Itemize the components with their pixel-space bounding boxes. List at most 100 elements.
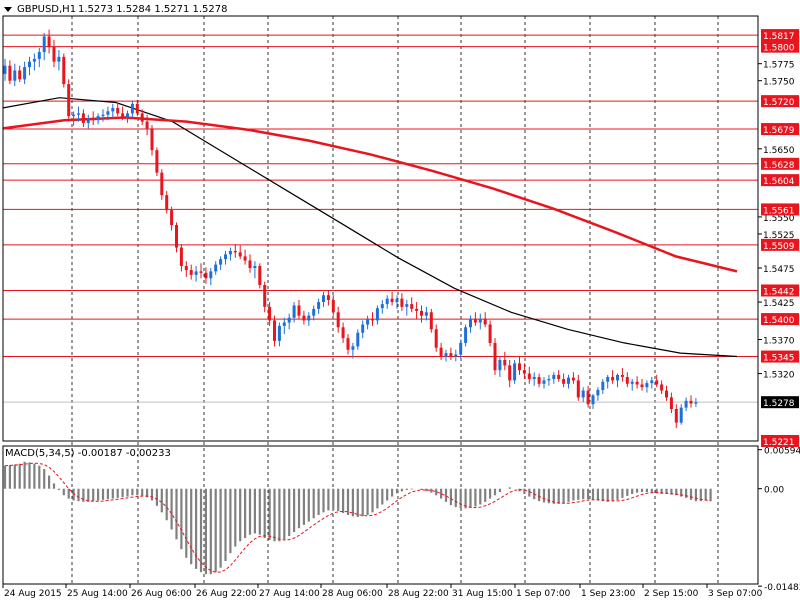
candle[interactable] — [28, 56, 31, 76]
candle[interactable] — [91, 111, 95, 125]
candle[interactable] — [32, 53, 36, 71]
candle[interactable] — [312, 305, 316, 321]
candle[interactable] — [527, 366, 531, 384]
candle[interactable] — [62, 53, 66, 88]
candle[interactable] — [253, 261, 257, 279]
candle[interactable] — [674, 404, 678, 429]
candle[interactable] — [258, 263, 262, 289]
candle[interactable] — [488, 320, 492, 347]
candle[interactable] — [77, 106, 80, 122]
candle[interactable] — [361, 320, 365, 339]
candle[interactable] — [415, 302, 419, 320]
candle[interactable] — [18, 65, 22, 83]
candle[interactable] — [322, 291, 325, 307]
candle[interactable] — [292, 302, 296, 323]
candle[interactable] — [390, 291, 394, 306]
candle[interactable] — [537, 373, 541, 388]
candle[interactable] — [37, 48, 41, 68]
chevron-down-icon[interactable] — [4, 7, 12, 12]
candle[interactable] — [81, 109, 85, 128]
candle[interactable] — [219, 256, 223, 271]
candle[interactable] — [498, 356, 502, 377]
candle[interactable] — [410, 297, 414, 313]
candle[interactable] — [175, 222, 178, 253]
candle[interactable] — [238, 245, 242, 260]
candle[interactable] — [302, 310, 306, 325]
candle[interactable] — [645, 380, 649, 393]
candle[interactable] — [508, 359, 512, 388]
candle[interactable] — [165, 191, 169, 214]
candle[interactable] — [243, 249, 247, 265]
candle[interactable] — [547, 374, 551, 386]
candle[interactable] — [189, 264, 193, 280]
candle[interactable] — [214, 261, 218, 275]
candle[interactable] — [464, 324, 468, 347]
candle[interactable] — [434, 324, 438, 352]
candle[interactable] — [140, 109, 144, 125]
candle[interactable] — [483, 312, 487, 328]
candle[interactable] — [679, 404, 683, 425]
candle[interactable] — [331, 295, 335, 316]
candle[interactable] — [630, 379, 634, 391]
candle[interactable] — [287, 313, 291, 330]
candle[interactable] — [444, 349, 448, 362]
candle[interactable] — [150, 124, 154, 156]
candle[interactable] — [248, 254, 252, 273]
candle[interactable] — [449, 347, 453, 360]
candle[interactable] — [655, 374, 659, 388]
candle[interactable] — [665, 385, 668, 401]
candle[interactable] — [371, 312, 374, 326]
candle[interactable] — [601, 379, 605, 395]
candle[interactable] — [459, 339, 463, 359]
candle[interactable] — [611, 370, 615, 384]
candle[interactable] — [542, 376, 546, 389]
candle[interactable] — [640, 379, 644, 391]
candle[interactable] — [336, 306, 340, 333]
candle[interactable] — [42, 33, 46, 61]
candle[interactable] — [155, 147, 159, 177]
candle[interactable] — [57, 50, 61, 71]
candle[interactable] — [689, 395, 693, 408]
candle[interactable] — [503, 351, 507, 371]
candle[interactable] — [341, 322, 345, 343]
candle[interactable] — [233, 244, 237, 258]
candle[interactable] — [101, 109, 105, 122]
candle[interactable] — [400, 293, 404, 311]
candle[interactable] — [263, 281, 267, 313]
candle[interactable] — [224, 250, 227, 265]
candle[interactable] — [576, 374, 580, 401]
candle[interactable] — [204, 267, 208, 284]
candle[interactable] — [130, 101, 134, 119]
candle[interactable] — [552, 372, 556, 384]
candle[interactable] — [282, 317, 286, 335]
candle[interactable] — [616, 373, 619, 388]
candle[interactable] — [268, 302, 272, 326]
candle[interactable] — [126, 110, 129, 123]
candle[interactable] — [346, 334, 350, 355]
candle[interactable] — [23, 61, 27, 85]
candle[interactable] — [522, 363, 526, 380]
candle[interactable] — [356, 329, 360, 350]
candle[interactable] — [199, 263, 203, 279]
candle[interactable] — [194, 265, 198, 282]
candle[interactable] — [518, 356, 521, 375]
candle[interactable] — [307, 312, 311, 326]
candle[interactable] — [532, 372, 536, 386]
candle[interactable] — [380, 300, 384, 314]
candle[interactable] — [209, 268, 213, 286]
candles-layer[interactable] — [3, 29, 698, 429]
candle[interactable] — [277, 322, 281, 347]
candle[interactable] — [660, 380, 664, 395]
candle[interactable] — [567, 374, 570, 389]
candle[interactable] — [473, 312, 477, 326]
candle[interactable] — [13, 63, 17, 87]
candle[interactable] — [439, 342, 443, 360]
candle[interactable] — [424, 306, 428, 321]
candle[interactable] — [170, 206, 174, 231]
candle[interactable] — [395, 295, 399, 309]
candle[interactable] — [351, 342, 355, 359]
candle[interactable] — [375, 305, 379, 325]
candle[interactable] — [385, 295, 389, 309]
candle[interactable] — [620, 368, 624, 382]
candle[interactable] — [116, 102, 120, 117]
